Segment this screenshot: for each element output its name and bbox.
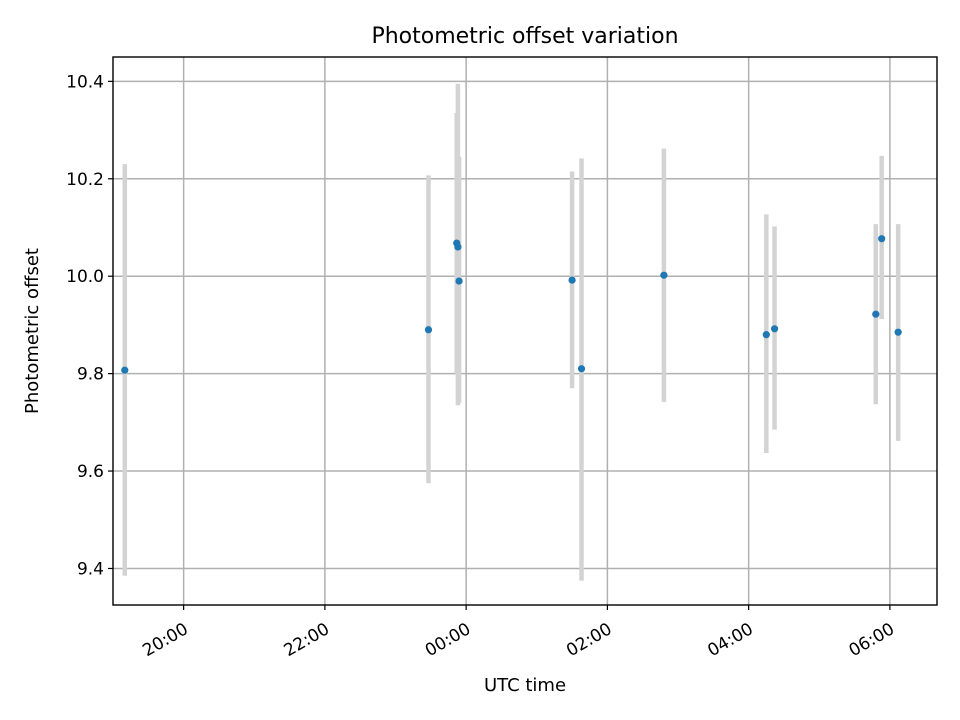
data-point: [454, 243, 462, 251]
data-point: [424, 326, 433, 334]
y-axis-ticks: 9.4 9.6 9.8 10.0 10.2 10.4: [66, 72, 113, 579]
data-point: [872, 310, 880, 318]
error-bars: [122, 83, 901, 581]
y-tick-label: 10.2: [66, 170, 104, 190]
x-tick-label: 02:00: [563, 619, 615, 661]
data-point: [660, 271, 668, 279]
y-tick-label: 10.0: [66, 267, 104, 287]
y-tick-label: 9.4: [77, 559, 104, 579]
y-tick-label: 9.8: [77, 365, 104, 385]
chart-title: Photometric offset variation: [371, 24, 678, 49]
x-tick-label: 00:00: [422, 619, 474, 661]
x-axis-label: UTC time: [484, 675, 566, 696]
data-point: [121, 366, 129, 374]
data-point: [568, 276, 576, 284]
y-tick-label: 10.4: [66, 72, 104, 92]
x-tick-label: 04:00: [704, 619, 756, 661]
x-axis-ticks: 20:00 22:00 00:00 02:00 04:00 06:00: [139, 605, 898, 661]
grid: [113, 57, 937, 605]
x-tick-label: 22:00: [281, 619, 333, 661]
data-point: [894, 328, 902, 336]
data-points: [121, 235, 902, 374]
data-point: [770, 325, 779, 333]
data-point: [878, 235, 886, 243]
y-tick-label: 9.6: [77, 462, 104, 482]
x-tick-label: 06:00: [846, 619, 898, 661]
y-axis-label: Photometric offset: [22, 248, 43, 414]
data-point: [455, 277, 463, 285]
data-point: [762, 331, 770, 339]
data-point: [577, 365, 586, 373]
x-tick-label: 20:00: [139, 619, 191, 661]
plot-area: [112, 56, 938, 606]
